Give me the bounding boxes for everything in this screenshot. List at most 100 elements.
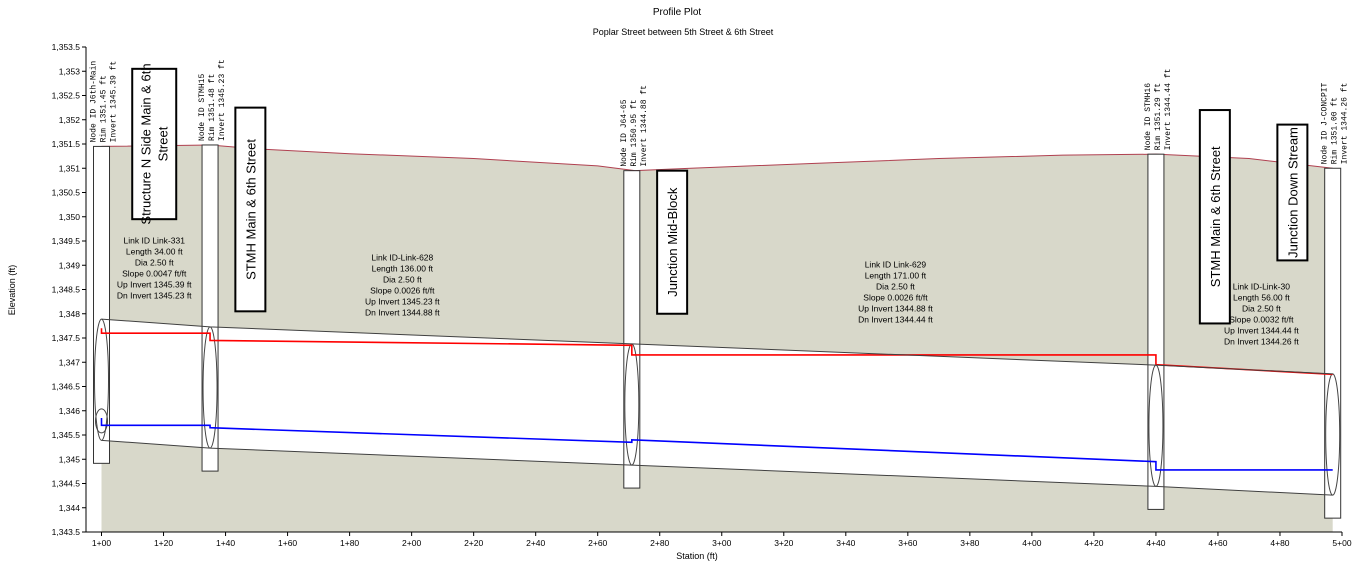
y-tick-label: 1,347: [59, 357, 81, 367]
annotation-text: Structure N Side Main & 6th: [139, 63, 154, 224]
link-label: Dn Invert 1345.23 ft: [117, 290, 192, 300]
node-label: Invert 1344.88 ft: [640, 85, 649, 167]
annotation-box: [234, 106, 267, 313]
annotation-text: Street: [156, 126, 171, 161]
link-label: Dn Invert 1344.44 ft: [858, 315, 933, 325]
y-tick-label: 1,350.5: [52, 188, 81, 198]
link-label: Slope 0.0047 ft/ft: [122, 268, 187, 278]
node-label: Invert 1344.44 ft: [1164, 69, 1173, 151]
y-tick-label: 1,352: [59, 115, 81, 125]
link-label: Length 171.00 ft: [865, 271, 927, 281]
manhole-structure: [93, 145, 111, 464]
chart-title: Profile Plot: [653, 7, 702, 18]
x-tick-label: 1+20: [154, 538, 173, 548]
x-tick-label: 3+60: [898, 538, 917, 548]
annotation-text: STMH Main & 6th Street: [1208, 146, 1223, 287]
link-label: Up Invert 1345.23 ft: [365, 296, 440, 306]
node-label: Rim 1351.00 ft: [1331, 97, 1340, 164]
y-tick-label: 1,343.5: [52, 527, 81, 537]
node-label: Rim 1350.95 ft: [630, 99, 639, 166]
link-label: Link ID-Link-30: [1233, 282, 1290, 292]
link-label: Up Invert 1345.39 ft: [117, 279, 192, 289]
link-label: Dia 2.50 ft: [1242, 304, 1281, 314]
ground-surface-line: [101, 144, 1333, 172]
link-label: Length 34.00 ft: [126, 246, 183, 256]
node-label: Node ID STMH15: [198, 74, 207, 141]
node-label: Rim 1351.48 ft: [208, 74, 217, 141]
y-axis-label: Elevation (ft): [7, 265, 17, 316]
plot-area: 1,343.5 1,344 1,344.5 1,345 1,345.5 1,346 1,34…: [52, 42, 1352, 548]
x-tick-label: 1+00: [92, 538, 111, 548]
manhole-structure: [623, 170, 641, 489]
link-label: Dn Invert 1344.26 ft: [1224, 337, 1299, 347]
annotation-box: [1198, 109, 1231, 325]
link-label: Up Invert 1344.44 ft: [1224, 326, 1299, 336]
x-tick-label: 4+00: [1022, 538, 1041, 548]
series-line: [100, 328, 1333, 376]
x-tick-label: 4+20: [1084, 538, 1103, 548]
node-label: Invert 1344.26 ft: [1341, 83, 1350, 165]
y-tick-label: 1,351.5: [52, 139, 81, 149]
series-line: [100, 418, 1333, 471]
series-line: [101, 318, 1333, 375]
manhole-structure: [201, 144, 219, 472]
x-tick-label: 2+60: [588, 538, 607, 548]
link-label: Slope 0.0026 ft/ft: [863, 293, 928, 303]
link-label: Link ID Link-629: [865, 260, 927, 270]
y-tick-label: 1,345: [59, 454, 81, 464]
x-tick-label: 1+40: [216, 538, 235, 548]
y-tick-label: 1,347.5: [52, 333, 81, 343]
y-tick-label: 1,349.5: [52, 236, 81, 246]
y-tick-label: 1,349: [59, 260, 81, 270]
annotation-box: [1276, 123, 1309, 262]
y-tick-label: 1,344: [59, 503, 81, 513]
link-label: Link ID-Link-628: [371, 252, 433, 262]
node-label: Node ID J-CONCPIT: [1321, 82, 1330, 164]
manhole-structure: [1324, 167, 1342, 519]
y-tick-label: 1,345.5: [52, 430, 81, 440]
y-tick-label: 1,353: [59, 66, 81, 76]
x-tick-label: 2+20: [464, 538, 483, 548]
x-tick-label: 4+80: [1270, 538, 1289, 548]
y-tick-label: 1,348: [59, 309, 81, 319]
node-label: Node ID STMH16: [1144, 83, 1153, 150]
chart-subtitle: Poplar Street between 5th Street & 6th S…: [593, 27, 774, 37]
x-tick-label: 3+00: [712, 538, 731, 548]
node-label: Node ID J64-65: [620, 99, 629, 166]
x-tick-label: 1+80: [340, 538, 359, 548]
x-tick-label: 5+00: [1332, 538, 1351, 548]
link-label: Dia 2.50 ft: [135, 257, 174, 267]
pipe-end-ellipse: [95, 408, 109, 434]
node-label: Invert 1345.39 ft: [110, 61, 119, 143]
x-tick-label: 2+80: [650, 538, 669, 548]
link-label: Slope 0.0026 ft/ft: [370, 285, 435, 295]
link-label: Dia 2.50 ft: [876, 282, 915, 292]
y-tick-label: 1,350: [59, 212, 81, 222]
annotation-box: [131, 67, 178, 221]
x-tick-label: 2+00: [402, 538, 421, 548]
link-label: Slope 0.0032 ft/ft: [1229, 315, 1294, 325]
x-tick-label: 3+80: [960, 538, 979, 548]
y-tick-label: 1,348.5: [52, 285, 81, 295]
x-axis-label: Station (ft): [676, 551, 718, 561]
link-label: Up Invert 1344.88 ft: [858, 304, 933, 314]
y-tick-label: 1,353.5: [52, 42, 81, 52]
y-tick-label: 1,351: [59, 163, 81, 173]
manhole-structure: [1147, 153, 1165, 510]
x-tick-label: 4+40: [1146, 538, 1165, 548]
link-label: Length 56.00 ft: [1233, 293, 1290, 303]
pipe-trench: [101, 319, 1333, 496]
x-tick-label: 4+60: [1208, 538, 1227, 548]
annotation-text: Junction Down Stream: [1285, 127, 1300, 258]
annotation-text: Junction Mid-Block: [665, 187, 680, 297]
link-label: Length 136.00 ft: [372, 263, 434, 273]
annotation-box: [656, 169, 689, 315]
y-tick-label: 1,352.5: [52, 91, 81, 101]
node-label: Rim 1351.29 ft: [1154, 83, 1163, 150]
link-label: Dn Invert 1344.88 ft: [365, 307, 440, 317]
link-label: Dia 2.50 ft: [383, 274, 422, 284]
node-label: Node ID J6th-Main: [90, 61, 99, 143]
node-label: Invert 1345.23 ft: [218, 59, 227, 141]
x-tick-label: 2+40: [526, 538, 545, 548]
